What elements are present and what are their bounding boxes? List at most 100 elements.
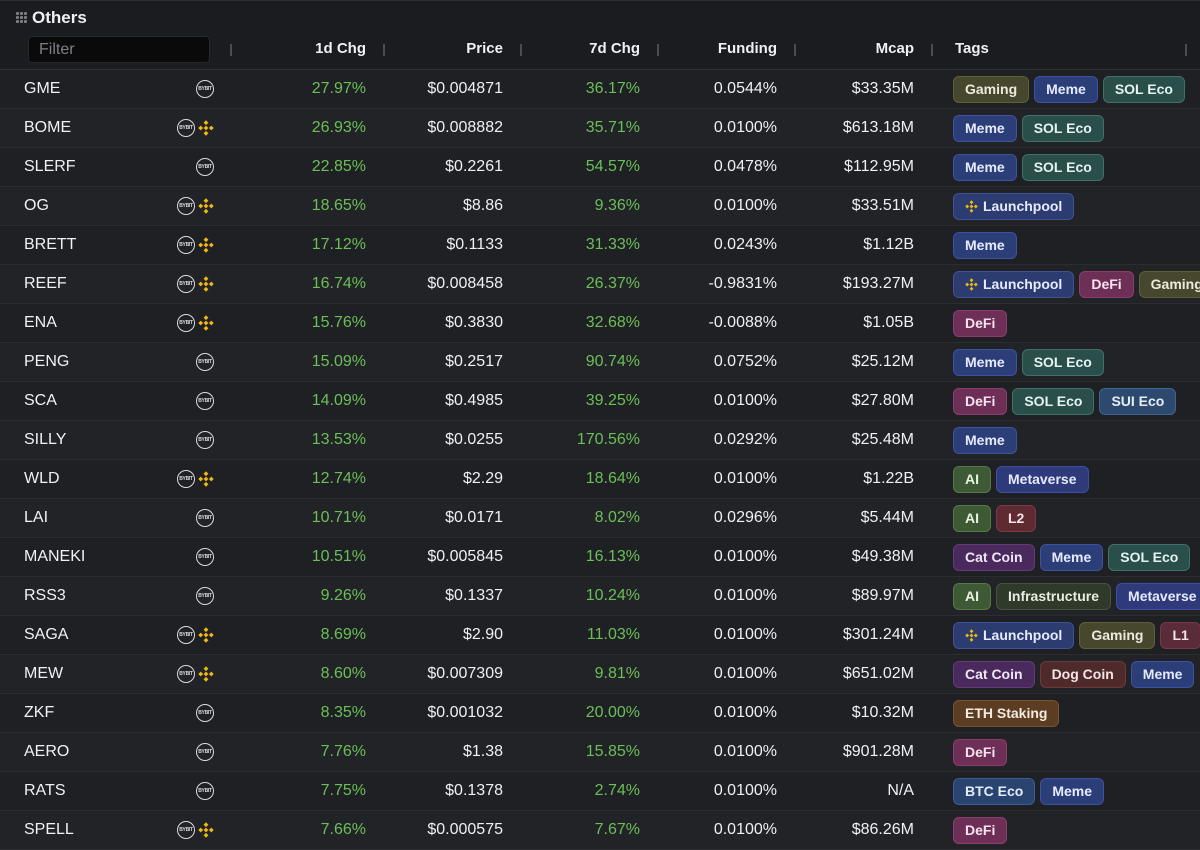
tag-pill[interactable]: AI [953,582,991,610]
header-price[interactable]: Price [466,40,503,57]
tag-pill[interactable]: Meme [953,114,1017,142]
symbol-cell[interactable]: RATS [24,782,66,799]
tag-pill[interactable]: L1 [1160,621,1200,649]
header-1d-chg[interactable]: 1d Chg [315,40,366,57]
symbol-cell[interactable]: ZKF [24,704,55,721]
table-row[interactable]: LAI BYBIT 10.71% $0.0171 8.02% 0.0296% $5.44M A… [0,499,1200,538]
tag-pill[interactable]: Meme [953,426,1017,454]
table-row[interactable]: SPELL BYBIT 7.66% $0.000575 7.67% 0.0100% $86.… [0,811,1200,850]
tag-pill[interactable]: AI [953,465,991,493]
table-row[interactable]: RATS BYBIT 7.75% $0.1378 2.74% 0.0100% N/A BTC … [0,772,1200,811]
tag-pill[interactable]: Meme [1039,543,1104,571]
symbol-cell[interactable]: MANEKI [24,548,86,565]
table-row[interactable]: OG BYBIT 18.65% $8.86 9.36% 0.0100% $33.51M Lau… [0,187,1200,226]
tag-pill[interactable]: Metaverse [996,465,1089,493]
symbol-cell[interactable]: SILLY [24,431,67,448]
tag-pill[interactable]: DeFi [953,738,1008,766]
table-row[interactable]: WLD BYBIT 12.74% $2.29 18.64% 0.0100% $1.22B AI… [0,460,1200,499]
table-row[interactable]: MANEKI BYBIT 10.51% $0.005845 16.13% 0.0100% $… [0,538,1200,577]
table-row[interactable]: ZKF BYBIT 8.35% $0.001032 20.00% 0.0100% $10.3… [0,694,1200,733]
tag-pill[interactable]: DeFi [953,309,1008,337]
table-row[interactable]: PENG BYBIT 15.09% $0.2517 90.74% 0.0752% $25.1… [0,343,1200,382]
table-row[interactable]: ENA BYBIT 15.76% $0.3830 32.68% -0.0088% $1.05… [0,304,1200,343]
tag-pill[interactable]: SOL Eco [1021,153,1104,181]
column-resize-handle[interactable] [1185,44,1187,56]
symbol-cell[interactable]: WLD [24,470,60,487]
drag-grip-icon[interactable] [16,12,27,23]
tag-pill[interactable]: Launchpool [953,621,1075,649]
tag-pill[interactable]: AI [953,504,991,532]
filter-input[interactable] [28,36,210,63]
tag-pill[interactable]: Launchpool [953,192,1075,220]
tag-pill[interactable]: Gaming [1079,621,1156,649]
tag-pill[interactable]: Cat Coin [953,543,1035,571]
mcap-cell: $25.12M [851,353,914,370]
tag-pill[interactable]: L2 [996,504,1037,532]
symbol-cell[interactable]: PENG [24,353,70,370]
chg-1d-cell: 8.60% [320,665,366,682]
tag-pill[interactable]: Meme [953,348,1017,376]
tag-pill[interactable]: Meme [1034,75,1098,103]
tag-pill[interactable]: SOL Eco [1012,387,1095,415]
header-mcap[interactable]: Mcap [875,40,914,57]
column-resize-handle[interactable] [657,44,659,56]
table-row[interactable]: RSS3 BYBIT 9.26% $0.1337 10.24% 0.0100% $89.97… [0,577,1200,616]
symbol-cell[interactable]: SCA [24,392,57,409]
table-row[interactable]: MEW BYBIT 8.60% $0.007309 9.81% 0.0100% $651.0… [0,655,1200,694]
tags-cell: Launchpool Gaming L1 [953,616,1200,654]
tag-pill[interactable]: DeFi [1079,270,1134,298]
column-resize-handle[interactable] [230,44,232,56]
tag-pill[interactable]: SOL Eco [1102,75,1185,103]
tag-pill[interactable]: DeFi [953,387,1008,415]
tag-pill[interactable]: Infrastructure [996,582,1112,610]
header-tags[interactable]: Tags [955,40,989,57]
tag-pill[interactable]: Gaming [953,75,1030,103]
table-row[interactable]: AERO BYBIT 7.76% $1.38 15.85% 0.0100% $901.28M… [0,733,1200,772]
tag-pill[interactable]: ETH Staking [953,699,1060,727]
tag-pill[interactable]: DeFi [953,816,1008,844]
tag-pill[interactable]: Metaverse [1116,582,1200,610]
symbol-cell[interactable]: MEW [24,665,64,682]
tag-pill[interactable]: Meme [953,153,1017,181]
symbol-cell[interactable]: AERO [24,743,70,760]
table-row[interactable]: SLERF BYBIT 22.85% $0.2261 54.57% 0.0478% $112… [0,148,1200,187]
symbol-cell[interactable]: GME [24,80,61,97]
column-resize-handle[interactable] [383,44,385,56]
symbol-cell[interactable]: OG [24,197,49,214]
tag-pill[interactable]: Launchpool [953,270,1075,298]
tag-pill[interactable]: Gaming [1138,270,1200,298]
tag-pill[interactable]: SOL Eco [1021,114,1104,142]
column-resize-handle[interactable] [931,44,933,56]
chg-1d-cell: 7.76% [320,743,366,760]
table-row[interactable]: REEF BYBIT 16.74% $0.008458 26.37% -0.9831% $1… [0,265,1200,304]
tag-pill[interactable]: Cat Coin [953,660,1035,688]
symbol-cell[interactable]: LAI [24,509,49,526]
funding-cell: 0.0100% [713,743,777,760]
column-resize-handle[interactable] [520,44,522,56]
column-resize-handle[interactable] [794,44,796,56]
header-7d-chg[interactable]: 7d Chg [589,40,640,57]
symbol-cell[interactable]: RSS3 [24,587,66,604]
table-row[interactable]: BOME BYBIT 26.93% $0.008882 35.71% 0.0100% $61… [0,109,1200,148]
symbol-cell[interactable]: BOME [24,119,72,136]
symbol-cell[interactable]: SPELL [24,821,74,838]
symbol-cell[interactable]: ENA [24,314,57,331]
table-row[interactable]: SAGA BYBIT 8.69% $2.90 11.03% 0.0100% $301.24M… [0,616,1200,655]
tag-pill[interactable]: Meme [953,231,1017,259]
symbol-cell[interactable]: REEF [24,275,67,292]
header-funding[interactable]: Funding [717,40,777,57]
table-row[interactable]: SILLY BYBIT 13.53% $0.0255 170.56% 0.0292% $25… [0,421,1200,460]
tag-pill[interactable]: Meme [1130,660,1195,688]
tag-pill[interactable]: Dog Coin [1039,660,1126,688]
table-row[interactable]: SCA BYBIT 14.09% $0.4985 39.25% 0.0100% $27.80… [0,382,1200,421]
symbol-cell[interactable]: BRETT [24,236,77,253]
tag-pill[interactable]: BTC Eco [953,777,1036,805]
table-row[interactable]: BRETT BYBIT 17.12% $0.1133 31.33% 0.0243% $1.1… [0,226,1200,265]
tag-pill[interactable]: SOL Eco [1021,348,1104,376]
tag-pill[interactable]: Meme [1040,777,1105,805]
table-row[interactable]: GME BYBIT 27.97% $0.004871 36.17% 0.0544% $33.… [0,70,1200,109]
symbol-cell[interactable]: SLERF [24,158,76,175]
tag-pill[interactable]: SUI Eco [1099,387,1177,415]
symbol-cell[interactable]: SAGA [24,626,69,643]
tag-pill[interactable]: SOL Eco [1108,543,1191,571]
